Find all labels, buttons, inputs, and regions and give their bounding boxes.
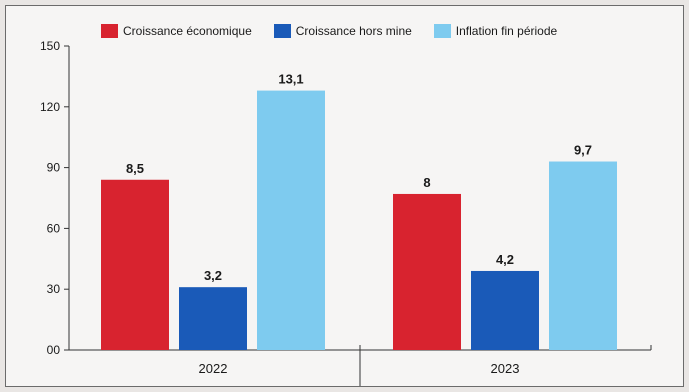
y-tick-label: 30 [47,282,61,296]
legend-item-croissance-hors-mine: Croissance hors mine [273,24,412,38]
bar-chart: 00 30 60 90 120 150 8,5 3,2 13,1 2022 8 4,2 9,7 2023 [40,39,652,386]
y-tick-label: 60 [47,221,61,235]
bar [393,193,461,350]
data-label: 3,2 [204,268,222,283]
legend-swatch [101,24,118,38]
y-tick-label: 90 [47,161,61,175]
bar [549,161,617,350]
y-tick-label: 120 [40,100,60,114]
legend: Croissance économique Croissance hors mi… [101,24,557,38]
data-label: 4,2 [496,252,514,267]
legend-swatch [273,24,291,38]
legend-item-croissance-economique: Croissance économique [101,24,252,38]
y-tick-label: 00 [47,343,61,357]
bar [257,90,325,350]
legend-label: Croissance hors mine [295,24,412,38]
legend-swatch [433,24,451,38]
x-category-label: 2022 [199,361,228,376]
data-label: 8,5 [126,161,144,176]
y-tick-label: 150 [40,39,60,53]
data-label: 8 [423,175,430,190]
bar [471,270,539,350]
chart-frame: Croissance économique Croissance hors mi… [5,5,684,387]
legend-label: Inflation fin période [455,24,558,38]
bar [101,179,169,350]
legend-item-inflation-fin-periode: Inflation fin période [433,24,558,38]
x-category-label: 2023 [491,361,520,376]
legend-label: Croissance économique [123,24,252,38]
data-label: 13,1 [278,72,303,87]
data-label: 9,7 [574,143,592,158]
bar [179,287,247,350]
